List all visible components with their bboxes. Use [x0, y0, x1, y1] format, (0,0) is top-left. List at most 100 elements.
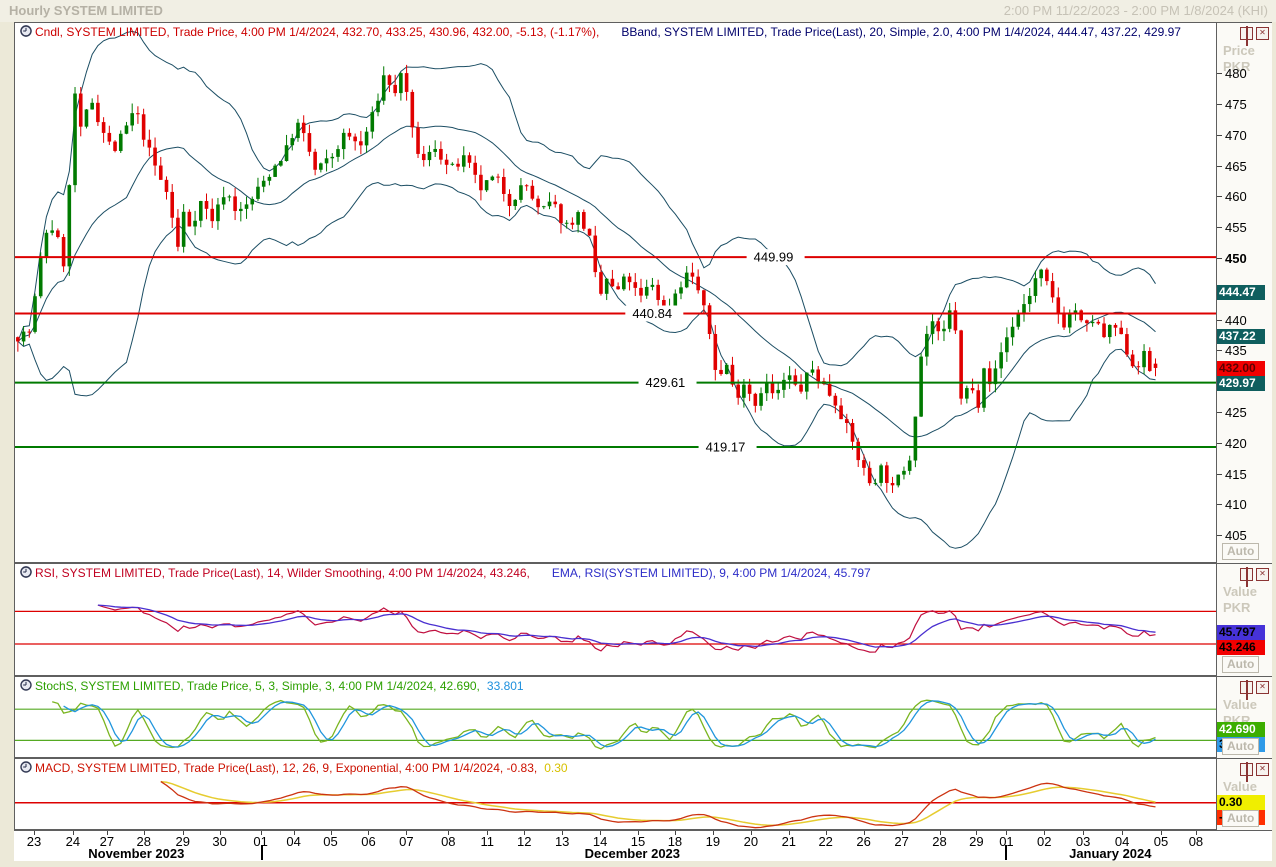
price-tick-label: 410: [1225, 497, 1247, 513]
day-tick-mark: [788, 831, 790, 835]
rsi-legend-item[interactable]: RSI, SYSTEM LIMITED, Trade Price(Last), …: [20, 566, 530, 580]
stoch-legend-item[interactable]: 33.801: [487, 679, 524, 693]
price-tick-label: 420: [1225, 435, 1247, 451]
stoch-legend: StochS, SYSTEM LIMITED, Trade Price, 5, …: [20, 679, 524, 693]
day-label: 20: [743, 834, 759, 849]
price-tick-mark: [1217, 73, 1222, 75]
price-tick-label: 435: [1225, 343, 1247, 359]
macd-chart-area[interactable]: MACD, SYSTEM LIMITED, Trade Price(Last),…: [14, 758, 1217, 830]
price-tick-mark: [1217, 350, 1222, 352]
day-label: 27: [894, 834, 909, 849]
value-badge: 43.246: [1217, 639, 1265, 655]
day-label: 11: [480, 834, 494, 849]
day-label: 12: [516, 834, 532, 849]
rsi-chart-svg[interactable]: [15, 564, 1216, 675]
day-tick-mark: [330, 831, 332, 835]
day-tick-mark: [406, 831, 408, 835]
restore-icon[interactable]: [1240, 567, 1253, 587]
price-tick-label: 480: [1225, 66, 1247, 82]
rsi-panel: RSI, SYSTEM LIMITED, Trade Price(Last), …: [14, 563, 1272, 676]
day-label: 23: [26, 834, 42, 849]
legend-text: 0.30: [544, 761, 568, 775]
main-chart-svg[interactable]: 449.99 440.84 429.61 419.17: [15, 23, 1216, 562]
legend-text: Cndl, SYSTEM LIMITED, Trade Price, 4:00 …: [35, 25, 600, 39]
restore-icon[interactable]: [1240, 680, 1253, 700]
restore-icon[interactable]: [1240, 26, 1253, 46]
day-tick-mark: [219, 831, 221, 835]
day-label: 05: [1153, 834, 1169, 849]
rsi-legend-item[interactable]: EMA, RSI(SYSTEM LIMITED), 9, 4:00 PM 1/4…: [20, 566, 871, 580]
close-icon[interactable]: ✕: [1256, 681, 1269, 694]
price-tick-mark: [1217, 504, 1222, 506]
day-label: 08: [1188, 834, 1204, 849]
stoch-panel: StochS, SYSTEM LIMITED, Trade Price, 5, …: [14, 676, 1272, 758]
price-tick-mark: [1217, 104, 1222, 106]
day-tick-mark: [863, 831, 865, 835]
price-tick-label: 455: [1225, 220, 1247, 236]
rsi-chart-area[interactable]: RSI, SYSTEM LIMITED, Trade Price(Last), …: [14, 563, 1217, 676]
legend-text: MACD, SYSTEM LIMITED, Trade Price(Last),…: [35, 761, 538, 775]
day-label: 02: [1037, 834, 1052, 849]
time-axis[interactable]: 23 24 27 28 29 30 01 04 05 06 07 08 11 12 13 14 15 18 19 20…: [14, 830, 1272, 861]
rsi-auto-button[interactable]: Auto: [1222, 656, 1260, 673]
close-icon[interactable]: ✕: [1256, 27, 1269, 40]
interval-clock-icon: [20, 679, 32, 692]
day-tick-mark: [143, 831, 145, 835]
macd-auto-button[interactable]: Auto: [1222, 810, 1260, 827]
stoch-chart-area[interactable]: StochS, SYSTEM LIMITED, Trade Price, 5, …: [14, 676, 1217, 758]
month-label: November 2023: [88, 846, 185, 861]
day-label: 01: [253, 834, 268, 849]
day-tick-mark: [524, 831, 526, 835]
rsi-panel-controls: ✕: [1240, 567, 1269, 587]
macd-panel: MACD, SYSTEM LIMITED, Trade Price(Last),…: [14, 758, 1272, 830]
main-chart-area[interactable]: 449.99 440.84 429.61 419.17 Cndl, SYSTEM LIM…: [14, 22, 1217, 563]
day-label: 01: [999, 834, 1014, 849]
macd-chart-svg[interactable]: [15, 759, 1216, 829]
price-tick-label: 440: [1225, 312, 1247, 328]
day-tick-mark: [674, 831, 676, 835]
day-tick-mark: [1122, 831, 1124, 835]
day-tick-mark: [33, 831, 35, 835]
main-auto-button[interactable]: Auto: [1222, 543, 1260, 560]
day-label: 18: [667, 834, 683, 849]
day-label: 27: [99, 834, 115, 849]
price-tick-mark: [1217, 319, 1222, 321]
day-label: 13: [554, 834, 570, 849]
main-value-axis[interactable]: ✕PricePKR4804754704654604554504454404354…: [1217, 22, 1272, 563]
close-icon[interactable]: ✕: [1256, 763, 1269, 776]
interval-clock-icon: [20, 25, 618, 38]
main-legend: Cndl, SYSTEM LIMITED, Trade Price, 4:00 …: [20, 25, 1181, 39]
price-tick-label: 475: [1225, 97, 1247, 113]
day-tick-mark: [293, 831, 295, 835]
main-legend-item[interactable]: Cndl, SYSTEM LIMITED, Trade Price, 4:00 …: [20, 25, 599, 39]
price-tick-mark: [1217, 442, 1222, 444]
day-label: 26: [856, 834, 871, 849]
price-tick-label: 470: [1225, 127, 1247, 143]
value-badge: 42.690: [1217, 722, 1265, 738]
stoch-legend-item[interactable]: StochS, SYSTEM LIMITED, Trade Price, 5, …: [20, 679, 480, 693]
day-label: 29: [969, 834, 984, 849]
rsi-value-axis[interactable]: ✕ Value PKR 45.797 43.246 Auto: [1217, 563, 1272, 676]
day-tick-mark: [600, 831, 602, 835]
day-tick-mark: [1083, 831, 1085, 835]
restore-icon[interactable]: [1240, 762, 1253, 782]
day-tick-mark: [487, 831, 489, 835]
day-tick-mark: [712, 831, 714, 835]
stoch-chart-svg[interactable]: [15, 677, 1216, 757]
stoch-panel-controls: ✕: [1240, 680, 1269, 700]
day-label: 24: [65, 834, 81, 849]
macd-legend-item[interactable]: 0.30: [544, 761, 567, 775]
price-tick-mark: [1217, 473, 1222, 475]
stoch-auto-button[interactable]: Auto: [1222, 738, 1260, 755]
price-line-label: 429.61: [646, 375, 686, 390]
bollinger-bands: [17, 30, 1156, 549]
macd-legend-item[interactable]: MACD, SYSTEM LIMITED, Trade Price(Last),…: [20, 761, 537, 775]
main-legend-item[interactable]: BBand, SYSTEM LIMITED, Trade Price(Last)…: [20, 25, 1181, 39]
day-tick-mark: [1006, 831, 1008, 835]
day-label: 21: [781, 834, 797, 849]
close-icon[interactable]: ✕: [1256, 568, 1269, 581]
window-title: Hourly SYSTEM LIMITED: [9, 3, 163, 18]
day-tick-mark: [637, 831, 639, 835]
